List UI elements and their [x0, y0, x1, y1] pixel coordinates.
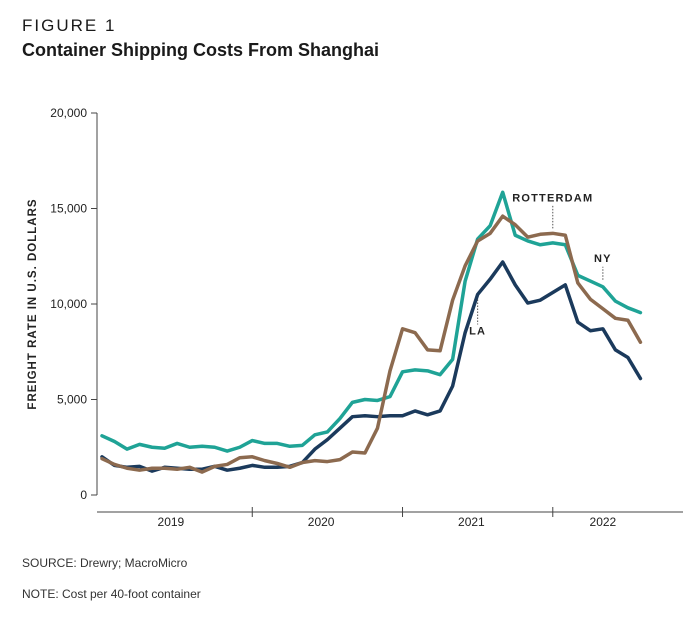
x-tick-label: 2019	[158, 515, 185, 529]
figure-title: Container Shipping Costs From Shanghai	[22, 40, 380, 60]
series-line-ny	[100, 190, 643, 453]
annotation-label: NY	[594, 253, 612, 265]
x-tick-label: 2021	[458, 515, 485, 529]
y-tick-label: 20,000	[50, 106, 87, 120]
y-tick-label: 10,000	[50, 297, 87, 311]
x-tick-label: 2020	[308, 515, 335, 529]
note-text: NOTE: Cost per 40-foot container	[22, 587, 201, 601]
y-tick-label: 0	[80, 488, 87, 502]
y-axis-title: FREIGHT RATE IN U.S. DOLLARS	[27, 198, 39, 409]
annotation-label: LA	[469, 325, 486, 337]
y-tick-label: 15,000	[50, 202, 87, 216]
source-note: SOURCE: Drewry; MacroMicro	[22, 556, 188, 570]
x-tick-label: 2022	[590, 515, 617, 529]
y-tick-label: 5,000	[57, 393, 87, 407]
series-line-rotterdam	[100, 214, 643, 474]
annotation-label: ROTTERDAM	[512, 192, 593, 204]
figure-label: FIGURE 1	[22, 16, 117, 35]
